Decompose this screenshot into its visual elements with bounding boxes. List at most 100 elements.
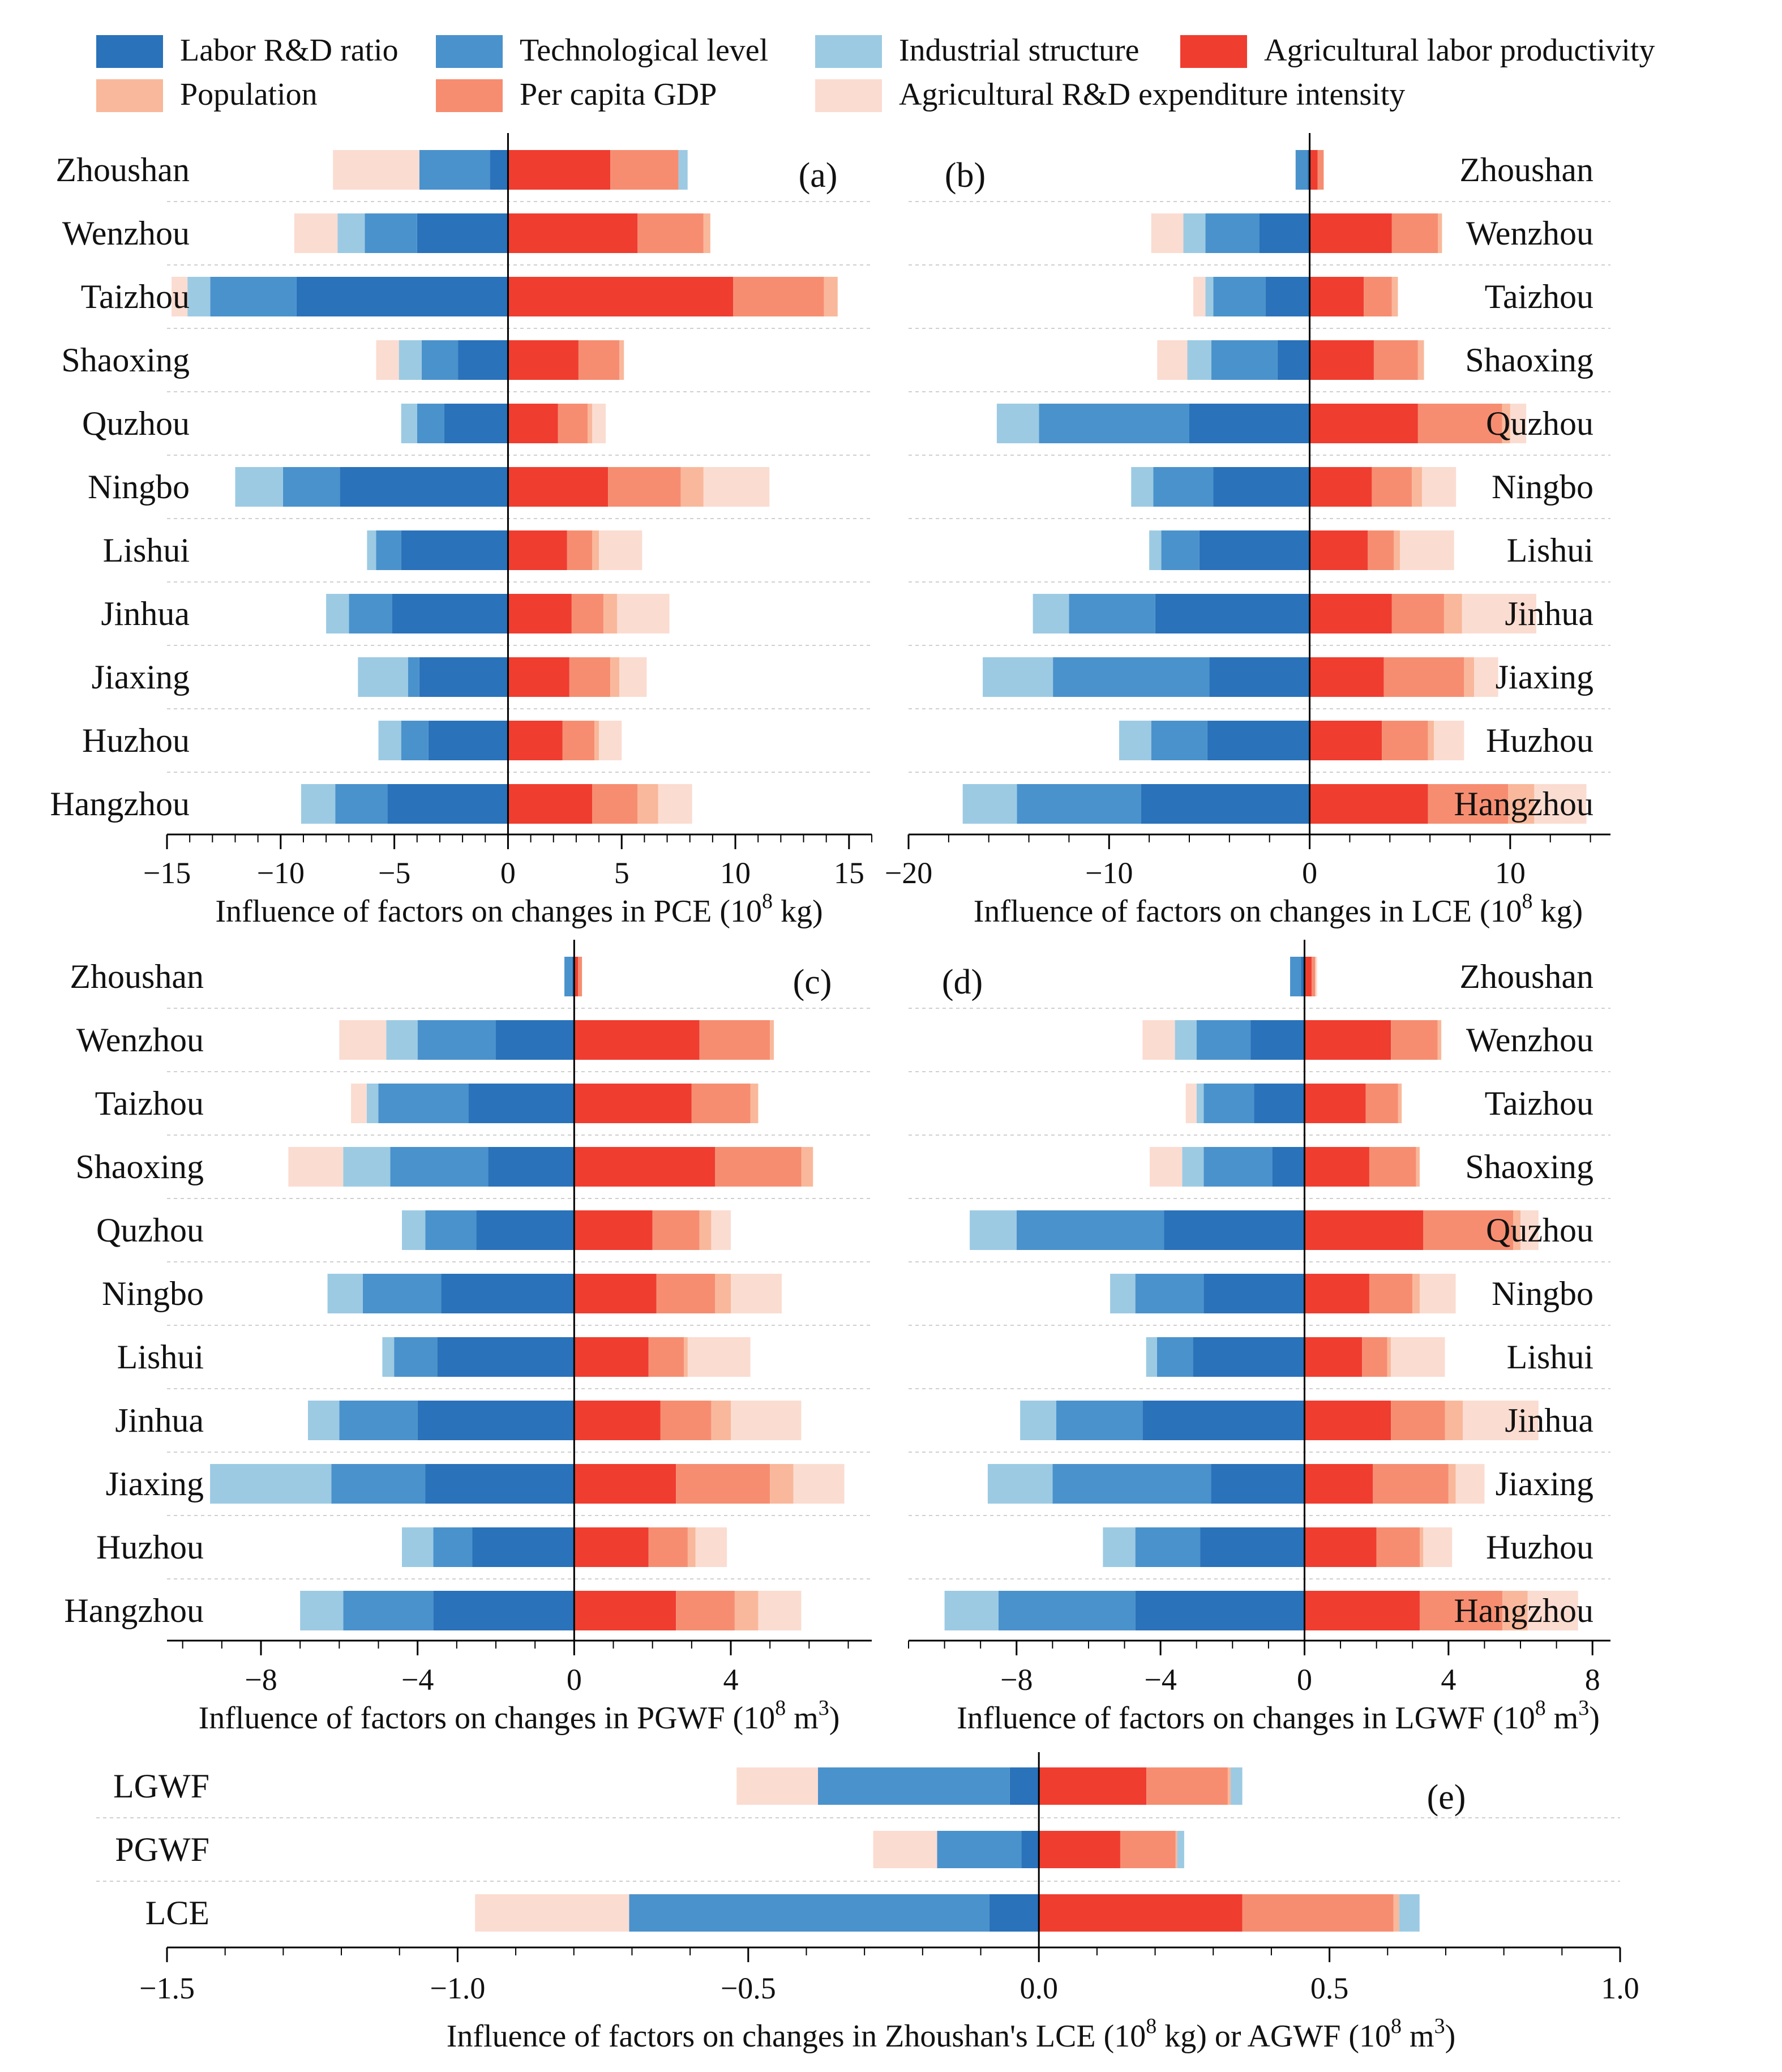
- legend-label-tech_level: Technological level: [520, 33, 768, 68]
- x-tick-label: 0.0: [1019, 1971, 1058, 2005]
- bar-segment: [594, 721, 599, 760]
- bar-segment: [1412, 467, 1422, 507]
- bar-segment: [619, 340, 624, 380]
- bar-segment: [1400, 530, 1454, 570]
- bar-segment: [1445, 1401, 1463, 1440]
- bar-segment: [1227, 1767, 1231, 1805]
- bar-segment: [599, 530, 642, 570]
- bar-segment: [1185, 1084, 1197, 1123]
- category-label: Hangzhou: [50, 785, 190, 823]
- bar-segment: [687, 1337, 751, 1377]
- bar-segment: [339, 1020, 387, 1060]
- bar-segment: [376, 340, 399, 380]
- bar-segment: [1272, 1147, 1305, 1187]
- category-label: Zhoushan: [1459, 958, 1593, 995]
- bar-segment: [1391, 1020, 1438, 1060]
- bar-segment: [610, 657, 620, 697]
- bar-segment: [343, 1591, 434, 1630]
- bar-segment: [210, 1464, 332, 1504]
- bar-segment: [1187, 340, 1211, 380]
- bar-segment: [587, 404, 593, 443]
- bar-segment: [475, 1894, 629, 1932]
- bar-segment: [637, 784, 658, 824]
- bar-segment: [508, 277, 734, 316]
- bar-segment: [362, 1274, 442, 1313]
- legend-swatch-population: [96, 79, 163, 112]
- legend-label-ag_labor_productivity: Agricultural labor productivity: [1264, 33, 1655, 68]
- bar-segment: [770, 1020, 774, 1060]
- bar-segment: [1033, 594, 1069, 633]
- bar-segment: [1103, 1527, 1136, 1567]
- category-label: Hangzhou: [1454, 785, 1593, 823]
- bar-segment: [989, 1894, 1039, 1932]
- category-label: Ningbo: [102, 1275, 204, 1312]
- bar-segment: [508, 594, 572, 633]
- panel-a-letter: (a): [799, 156, 838, 195]
- legend-label-population: Population: [180, 77, 318, 112]
- bar-segment: [1196, 1084, 1204, 1123]
- category-label: LGWF: [113, 1767, 209, 1805]
- category-label: Huzhou: [82, 722, 190, 759]
- bar-segment: [1207, 721, 1310, 760]
- x-tick-label: 10: [1495, 856, 1526, 890]
- bar-segment: [1362, 1337, 1387, 1377]
- bar-segment: [1150, 1147, 1183, 1187]
- bar-segment: [1304, 1464, 1373, 1504]
- legend-label-ag_rd_intensity: Agricultural R&D expenditure intensity: [899, 77, 1405, 112]
- x-tick-label: −8: [1000, 1663, 1033, 1697]
- bar-segment: [1364, 277, 1392, 316]
- bar-segment: [750, 1084, 759, 1123]
- bar-segment: [1039, 1831, 1120, 1868]
- legend-swatch-per_capita_gdp: [436, 79, 503, 112]
- bar-segment: [574, 1337, 649, 1377]
- bar-segment: [1052, 1464, 1211, 1504]
- bar-segment: [1419, 1591, 1503, 1630]
- panel-e: LGWF PGWF LCE −1.5 −1.0 −0.5 0.0 0.5 1.0: [96, 1752, 1639, 2005]
- bar-segment: [1421, 467, 1457, 507]
- bar-segment: [1428, 721, 1434, 760]
- bar-segment: [335, 784, 388, 824]
- x-tick-label: −20: [885, 856, 932, 890]
- x-tick-label: 4: [723, 1663, 739, 1697]
- bar-segment: [382, 1337, 395, 1377]
- bar-segment: [703, 213, 710, 253]
- category-label: Taizhou: [1485, 1085, 1593, 1122]
- bar-segment: [574, 1274, 657, 1313]
- x-tick-label: 8: [1585, 1663, 1600, 1697]
- bar-segment: [1369, 1147, 1416, 1187]
- bar-segment: [408, 657, 419, 697]
- bar-segment: [1157, 340, 1188, 380]
- bar-segment: [715, 1274, 731, 1313]
- legend-swatch-ag_rd_intensity: [815, 79, 882, 112]
- category-label: Taizhou: [95, 1085, 204, 1122]
- bar-segment: [1520, 1210, 1539, 1250]
- bar-segment: [1069, 594, 1155, 633]
- bar-segment: [1149, 530, 1162, 570]
- x-tick-label: 0: [500, 856, 516, 890]
- bar-segment: [1393, 1894, 1399, 1932]
- category-label: Jinhua: [115, 1402, 204, 1439]
- bar-segment: [1254, 1084, 1305, 1123]
- bar-segment: [1196, 1020, 1251, 1060]
- bar-segment: [365, 213, 417, 253]
- category-label: Lishui: [103, 532, 190, 569]
- bar-segment: [1110, 1274, 1136, 1313]
- bar-segment: [731, 1274, 782, 1313]
- bar-segment: [983, 657, 1053, 697]
- bar-segment: [343, 1147, 391, 1187]
- bar-segment: [1009, 1767, 1039, 1805]
- bar-segment: [1309, 213, 1392, 253]
- bar-segment: [736, 1767, 819, 1805]
- bar-segment: [401, 721, 429, 760]
- bar-segment: [508, 467, 609, 507]
- bar-segment: [578, 340, 620, 380]
- bar-segment: [394, 1337, 438, 1377]
- bar-segment: [1391, 213, 1438, 253]
- bar-segment: [1135, 1274, 1204, 1313]
- legend-label-per_capita_gdp: Per capita GDP: [520, 77, 717, 112]
- bar-segment: [1213, 277, 1266, 316]
- bar-segment: [1443, 594, 1462, 633]
- bar-segment: [1120, 1831, 1176, 1868]
- bar-segment: [376, 530, 401, 570]
- category-label: Huzhou: [1486, 1529, 1593, 1566]
